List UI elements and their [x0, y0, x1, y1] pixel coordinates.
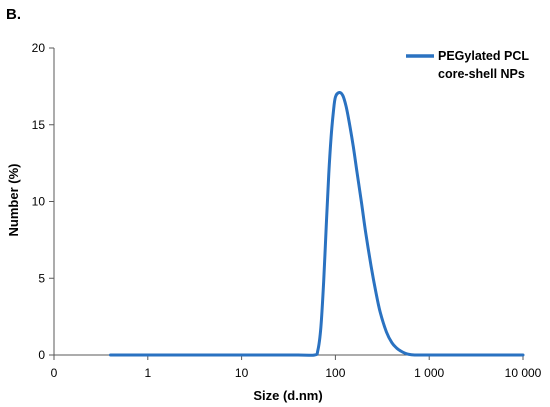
y-axis-ticks: 0 5 10 15 20: [32, 41, 54, 362]
legend: PEGylated PCL core-shell NPs: [406, 49, 529, 81]
x-axis-ticks: 0 1 10 100 1 000 10 000: [51, 355, 542, 380]
series-layer: [108, 90, 525, 357]
x-tick-label: 10 000: [505, 366, 542, 380]
y-tick-label: 10: [32, 195, 46, 209]
x-tick-label: 1 000: [414, 366, 444, 380]
x-axis-title: Size (d.nm): [253, 388, 322, 403]
y-tick-label: 20: [32, 41, 46, 55]
panel-label: B.: [6, 6, 21, 23]
x-tick-label: 10: [235, 366, 249, 380]
series-line: [108, 90, 525, 357]
legend-label: core-shell NPs: [438, 67, 525, 81]
y-axis-title: Number (%): [6, 164, 21, 237]
legend-label: PEGylated PCL: [438, 49, 529, 63]
x-tick-label: 0: [51, 366, 58, 380]
y-tick-label: 5: [38, 271, 45, 285]
x-tick-label: 100: [325, 366, 345, 380]
y-tick-label: 0: [38, 348, 45, 362]
y-tick-label: 15: [32, 118, 46, 132]
x-tick-label: 1: [144, 366, 151, 380]
